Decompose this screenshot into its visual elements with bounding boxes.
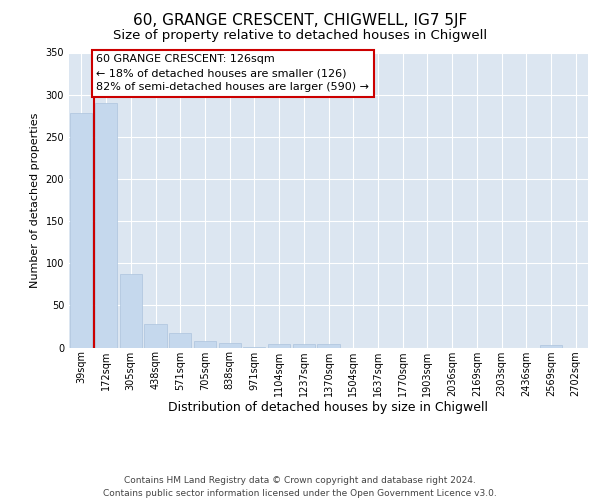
Bar (145, 324, 167, 347)
Text: 60 GRANGE CRESCENT: 126sqm
← 18% of detached houses are smaller (126)
82% of sem: 60 GRANGE CRESCENT: 126sqm ← 18% of deta… (96, 54, 369, 92)
Bar (169, 333, 191, 347)
Bar (70, 113, 92, 348)
Bar (293, 344, 315, 348)
Y-axis label: Number of detached properties: Number of detached properties (30, 112, 40, 288)
Bar (194, 341, 216, 347)
Bar (218, 344, 241, 347)
Bar (243, 346, 265, 348)
Text: Contains HM Land Registry data © Crown copyright and database right 2024.
Contai: Contains HM Land Registry data © Crown c… (103, 476, 497, 498)
Bar (95, 103, 117, 348)
Text: 60, GRANGE CRESCENT, CHIGWELL, IG7 5JF: 60, GRANGE CRESCENT, CHIGWELL, IG7 5JF (133, 12, 467, 28)
X-axis label: Distribution of detached houses by size in Chigwell: Distribution of detached houses by size … (169, 402, 488, 414)
Bar (540, 345, 562, 348)
Bar (119, 274, 142, 347)
Text: Size of property relative to detached houses in Chigwell: Size of property relative to detached ho… (113, 29, 487, 42)
Bar (317, 344, 340, 348)
Bar (268, 344, 290, 348)
